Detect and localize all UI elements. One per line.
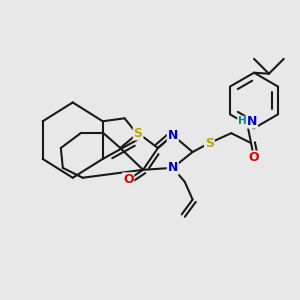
- Text: O: O: [123, 173, 134, 186]
- Text: S: S: [134, 127, 142, 140]
- Text: N: N: [247, 115, 257, 128]
- Text: S: S: [205, 136, 214, 150]
- Text: H: H: [238, 116, 247, 126]
- Text: N: N: [168, 129, 178, 142]
- Text: N: N: [168, 161, 178, 174]
- Text: O: O: [249, 152, 259, 164]
